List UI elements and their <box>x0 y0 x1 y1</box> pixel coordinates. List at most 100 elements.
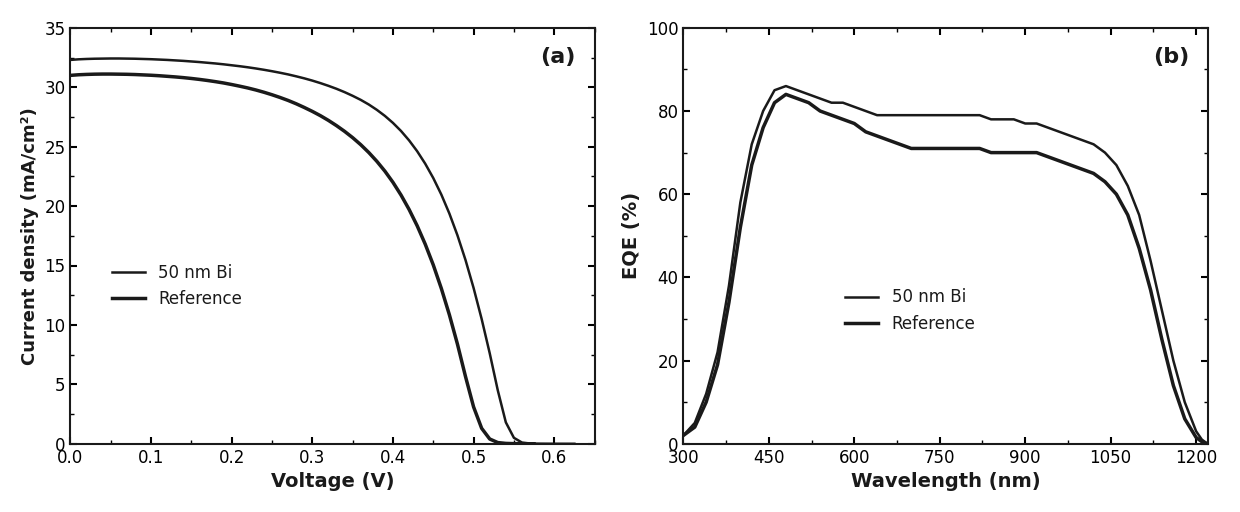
50 nm Bi <box>961 112 976 118</box>
50 nm Bi <box>1143 258 1158 264</box>
50 nm Bi <box>972 112 987 118</box>
Reference <box>812 108 827 114</box>
Reference <box>768 100 782 106</box>
Reference <box>1132 245 1147 251</box>
Legend: 50 nm Bi, Reference: 50 nm Bi, Reference <box>838 282 982 339</box>
50 nm Bi <box>847 104 862 110</box>
Reference <box>119 71 134 77</box>
50 nm Bi <box>869 112 884 118</box>
50 nm Bi <box>1064 133 1079 139</box>
Reference <box>1198 440 1213 446</box>
Reference <box>937 145 952 152</box>
Reference <box>1029 150 1044 156</box>
50 nm Bi <box>1189 428 1204 434</box>
50 nm Bi <box>1075 137 1090 143</box>
Reference <box>1200 441 1215 447</box>
50 nm Bi <box>825 100 839 106</box>
Reference <box>312 113 327 119</box>
Reference <box>1166 382 1180 389</box>
50 nm Bi <box>950 112 965 118</box>
50 nm Bi <box>63 57 78 63</box>
Reference <box>722 300 737 306</box>
Text: (b): (b) <box>1153 47 1189 67</box>
Reference <box>527 441 542 447</box>
Reference <box>755 124 770 131</box>
Reference <box>858 129 873 135</box>
50 nm Bi <box>1120 183 1135 189</box>
Reference <box>1194 439 1209 445</box>
Y-axis label: EQE (%): EQE (%) <box>622 192 641 280</box>
50 nm Bi <box>1166 357 1180 364</box>
Reference <box>1086 170 1101 177</box>
50 nm Bi <box>1018 120 1033 126</box>
Line: Reference: Reference <box>71 74 534 444</box>
Reference <box>95 71 110 77</box>
50 nm Bi <box>1154 308 1169 314</box>
Reference <box>1040 154 1055 160</box>
50 nm Bi <box>1194 437 1209 443</box>
Reference <box>915 145 930 152</box>
Text: (a): (a) <box>541 47 575 67</box>
Reference <box>779 91 794 97</box>
Reference <box>1177 416 1192 422</box>
50 nm Bi <box>1109 162 1123 168</box>
50 nm Bi <box>321 83 336 89</box>
Reference <box>869 133 884 139</box>
Reference <box>994 150 1009 156</box>
Reference <box>961 145 976 152</box>
50 nm Bi <box>1029 120 1044 126</box>
50 nm Bi <box>1007 116 1022 122</box>
Reference <box>1097 179 1112 185</box>
50 nm Bi <box>801 91 816 97</box>
50 nm Bi <box>994 116 1009 122</box>
Reference <box>790 95 805 101</box>
50 nm Bi <box>836 100 851 106</box>
50 nm Bi <box>893 112 908 118</box>
50 nm Bi <box>1198 439 1213 445</box>
50 nm Bi <box>567 441 582 447</box>
Reference <box>192 76 207 82</box>
Legend: 50 nm Bi, Reference: 50 nm Bi, Reference <box>105 257 249 314</box>
Reference <box>744 162 759 168</box>
50 nm Bi <box>563 441 578 447</box>
Reference <box>1143 287 1158 293</box>
50 nm Bi <box>733 200 748 206</box>
50 nm Bi <box>1132 212 1147 218</box>
50 nm Bi <box>937 112 952 118</box>
Reference <box>687 424 702 430</box>
50 nm Bi <box>687 420 702 426</box>
50 nm Bi <box>1177 399 1192 405</box>
50 nm Bi <box>915 112 930 118</box>
50 nm Bi <box>1097 150 1112 156</box>
50 nm Bi <box>812 95 827 101</box>
Reference <box>409 223 424 229</box>
Reference <box>1018 150 1033 156</box>
Reference <box>1064 162 1079 168</box>
Reference <box>893 141 908 147</box>
50 nm Bi <box>103 55 118 61</box>
Y-axis label: Current density (mA/cm²): Current density (mA/cm²) <box>21 107 38 365</box>
50 nm Bi <box>711 349 725 355</box>
50 nm Bi <box>698 391 713 397</box>
Reference <box>733 224 748 230</box>
Reference <box>144 72 159 78</box>
50 nm Bi <box>744 141 759 147</box>
Reference <box>1052 158 1066 164</box>
Reference <box>983 150 998 156</box>
Reference <box>1189 435 1204 441</box>
50 nm Bi <box>1200 441 1215 447</box>
Reference <box>698 399 713 405</box>
50 nm Bi <box>676 432 691 438</box>
Reference <box>972 145 987 152</box>
50 nm Bi <box>926 112 941 118</box>
Reference <box>1007 150 1022 156</box>
50 nm Bi <box>983 116 998 122</box>
Reference <box>882 137 897 143</box>
Reference <box>676 432 691 438</box>
50 nm Bi <box>1040 124 1055 131</box>
Reference <box>801 100 816 106</box>
Reference <box>1109 191 1123 197</box>
Reference <box>1120 212 1135 218</box>
Reference <box>950 145 965 152</box>
50 nm Bi <box>755 108 770 114</box>
